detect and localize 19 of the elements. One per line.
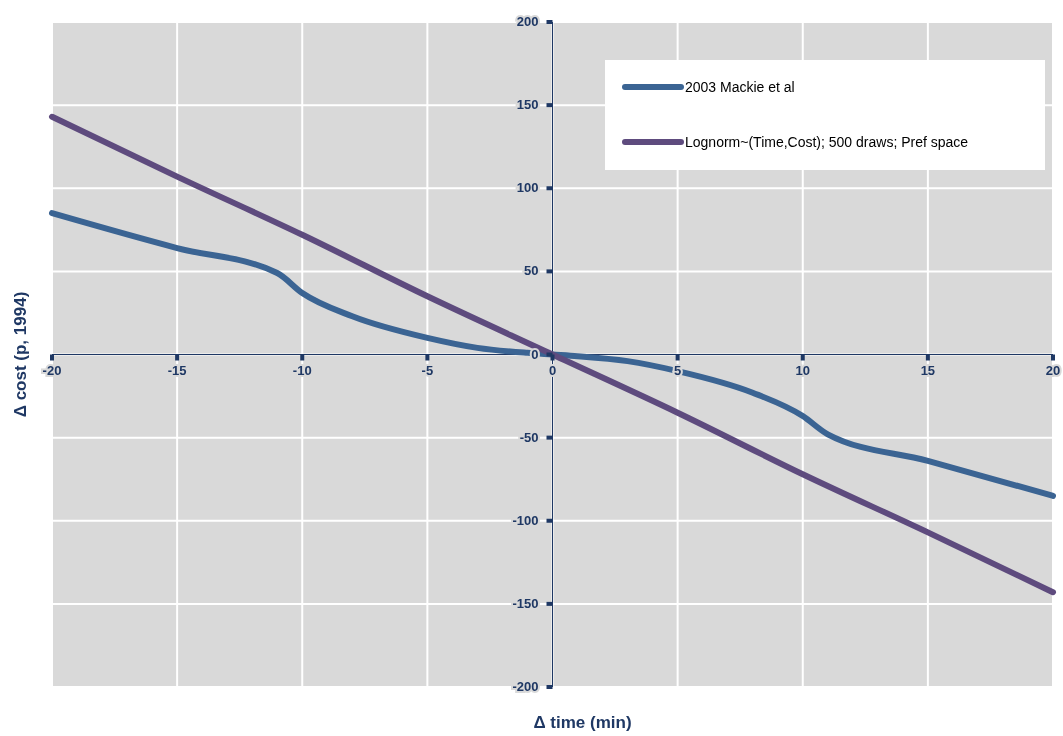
y-tick-label: 50: [524, 263, 539, 279]
y-tick-label: 200: [516, 14, 539, 29]
legend-label: 2003 Mackie et al: [685, 79, 795, 95]
x-tick-label: -15: [167, 362, 187, 378]
x-tick-label: -10: [292, 362, 312, 378]
y-axis-title: Δ cost (p, 1994): [11, 291, 30, 418]
x-tick-label: -5: [421, 362, 434, 378]
legend-label: Lognorm~(Time,Cost); 500 draws; Pref space: [685, 134, 969, 150]
x-tick-label: -20: [42, 362, 62, 378]
y-tick-label: -50: [519, 429, 539, 445]
y-tick-label: -150: [512, 595, 539, 611]
y-tick-label: 150: [516, 97, 539, 113]
x-axis-title: Δ time (min): [533, 713, 632, 732]
y-tick-label: 100: [516, 180, 539, 196]
y-tick-label: -200: [512, 679, 539, 694]
y-tick-label: -100: [512, 512, 539, 528]
x-tick-label: 15: [920, 362, 936, 378]
x-tick-label: 10: [795, 362, 810, 378]
x-tick-label: 20: [1045, 362, 1061, 378]
